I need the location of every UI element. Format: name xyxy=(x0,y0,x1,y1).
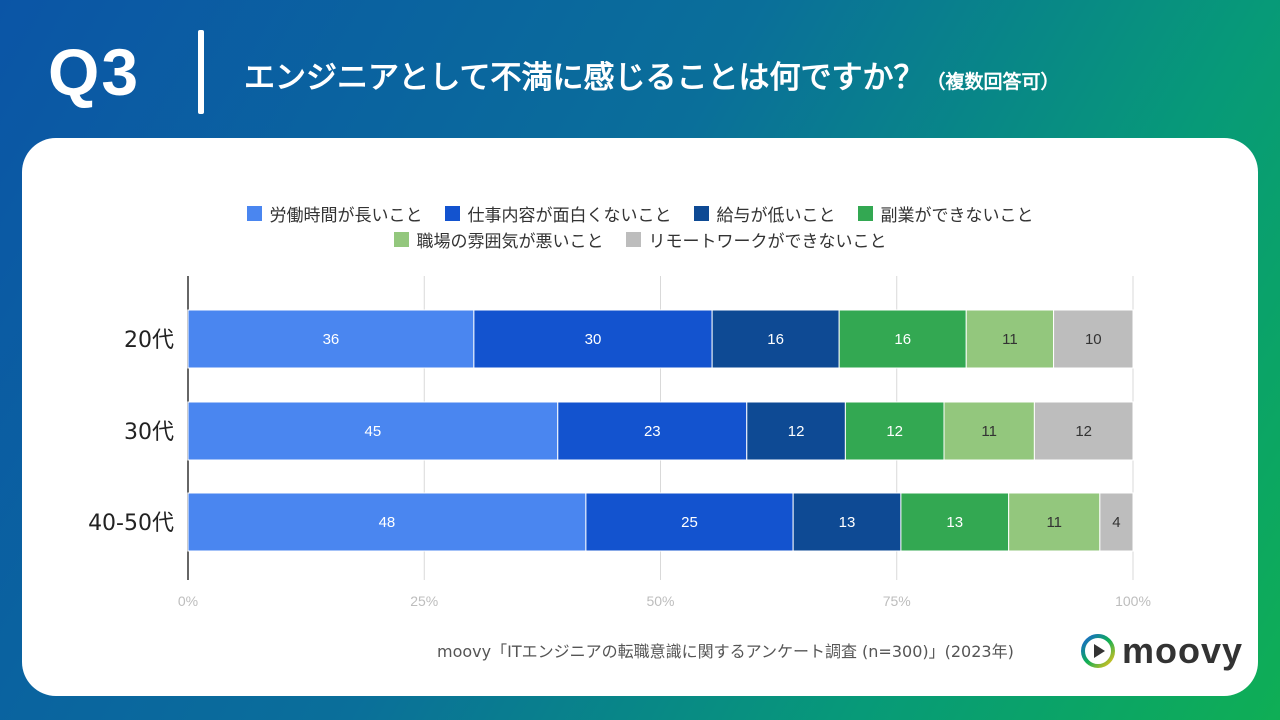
data-label: 12 xyxy=(1075,423,1092,440)
bar-segment xyxy=(1008,492,1101,552)
legend-swatch xyxy=(693,205,709,221)
bar-segment xyxy=(187,309,475,369)
data-label: 13 xyxy=(839,514,856,531)
data-label: 4 xyxy=(1112,514,1120,531)
stacked-bar-chart: 0% 25% 50% 75% 100% 36 30 16 16 11 10 20代 45 23 12 12 11… xyxy=(88,276,1151,609)
brand-logo: moovy xyxy=(1080,630,1243,672)
bar-segment xyxy=(585,492,794,552)
source-note: moovy「ITエンジニアの転職意識に関するアンケート調査 (n=300)」(2… xyxy=(437,642,1014,661)
legend-label: 給与が低いこと xyxy=(716,205,836,226)
title-note: （複数回答可） xyxy=(926,71,1060,93)
x-tick-label: 75% xyxy=(883,593,911,609)
header-divider xyxy=(198,30,204,114)
data-label: 16 xyxy=(894,331,911,348)
bar-segment xyxy=(792,492,902,552)
category-label: 20代 xyxy=(124,328,174,353)
legend-item: リモートワークができないこと xyxy=(625,226,887,252)
legend-swatch xyxy=(444,205,460,221)
data-label: 48 xyxy=(379,514,396,531)
bar-segment xyxy=(187,492,587,552)
bar-segment xyxy=(943,401,1035,461)
legend-label: 仕事内容が面白くないこと xyxy=(467,205,672,226)
legend-item: 副業ができないこと xyxy=(857,200,1034,226)
data-label: 12 xyxy=(886,423,903,440)
data-label: 10 xyxy=(1085,331,1102,348)
legend-swatch xyxy=(625,231,641,247)
legend-item: 労働時間が長いこと xyxy=(246,200,423,226)
legend-row: 労働時間が長いこと 仕事内容が面白くないこと 給与が低いこと 副業ができないこと xyxy=(22,200,1258,226)
category-label: 40-50代 xyxy=(88,511,174,536)
legend-label: 副業ができないこと xyxy=(880,205,1034,226)
bar-segment xyxy=(1033,401,1134,461)
data-label: 30 xyxy=(585,331,602,348)
legend-swatch xyxy=(857,205,873,221)
legend-item: 職場の雰囲気が悪いこと xyxy=(393,226,604,252)
play-logo-icon xyxy=(1081,634,1115,668)
x-tick-label: 100% xyxy=(1115,593,1151,609)
legend-label: 職場の雰囲気が悪いこと xyxy=(416,231,604,252)
x-tick-label: 0% xyxy=(178,593,198,609)
category-label: 30代 xyxy=(124,420,174,445)
legend-row: 職場の雰囲気が悪いこと リモートワークができないこと xyxy=(22,226,1258,252)
data-label: 11 xyxy=(1046,514,1062,531)
page-title: エンジニアとして不満に感じることは何ですか？ （複数回答可） xyxy=(244,52,1059,97)
brand-name: moovy xyxy=(1122,630,1244,671)
data-label: 25 xyxy=(681,514,698,531)
bar-segment xyxy=(187,401,559,461)
legend-label: 労働時間が長いこと xyxy=(269,205,423,226)
bar-segment xyxy=(473,309,713,369)
data-label: 11 xyxy=(1002,331,1018,348)
bar-segment xyxy=(1053,309,1134,369)
data-label: 11 xyxy=(981,423,997,440)
x-tick-label: 25% xyxy=(410,593,438,609)
chart-legend: 労働時間が長いこと 仕事内容が面白くないこと 給与が低いこと 副業ができないこと 職場の… xyxy=(22,200,1258,252)
title-text: エンジニアとして不満に感じることは何ですか？ xyxy=(244,60,925,96)
question-number: Q3 xyxy=(48,35,141,109)
bar-segment xyxy=(900,492,1010,552)
bar-segment xyxy=(746,401,846,461)
data-label: 16 xyxy=(767,331,784,348)
bar-segment xyxy=(965,309,1055,369)
bar-segment xyxy=(838,309,967,369)
legend-swatch xyxy=(246,205,262,221)
bar-segment xyxy=(1099,492,1134,552)
legend-label: リモートワークができないこと xyxy=(648,231,887,252)
bar-segment xyxy=(711,309,840,369)
data-label: 45 xyxy=(365,423,382,440)
legend-swatch xyxy=(393,231,409,247)
data-label: 36 xyxy=(323,331,340,348)
chart-card: 労働時間が長いこと 仕事内容が面白くないこと 給与が低いこと 副業ができないこと 職場の… xyxy=(22,138,1258,696)
legend-item: 仕事内容が面白くないこと xyxy=(444,200,672,226)
legend-item: 給与が低いこと xyxy=(693,200,836,226)
data-label: 12 xyxy=(788,423,805,440)
data-label: 23 xyxy=(644,423,661,440)
data-label: 13 xyxy=(946,514,963,531)
x-tick-label: 50% xyxy=(646,593,674,609)
bar-segment xyxy=(844,401,945,461)
